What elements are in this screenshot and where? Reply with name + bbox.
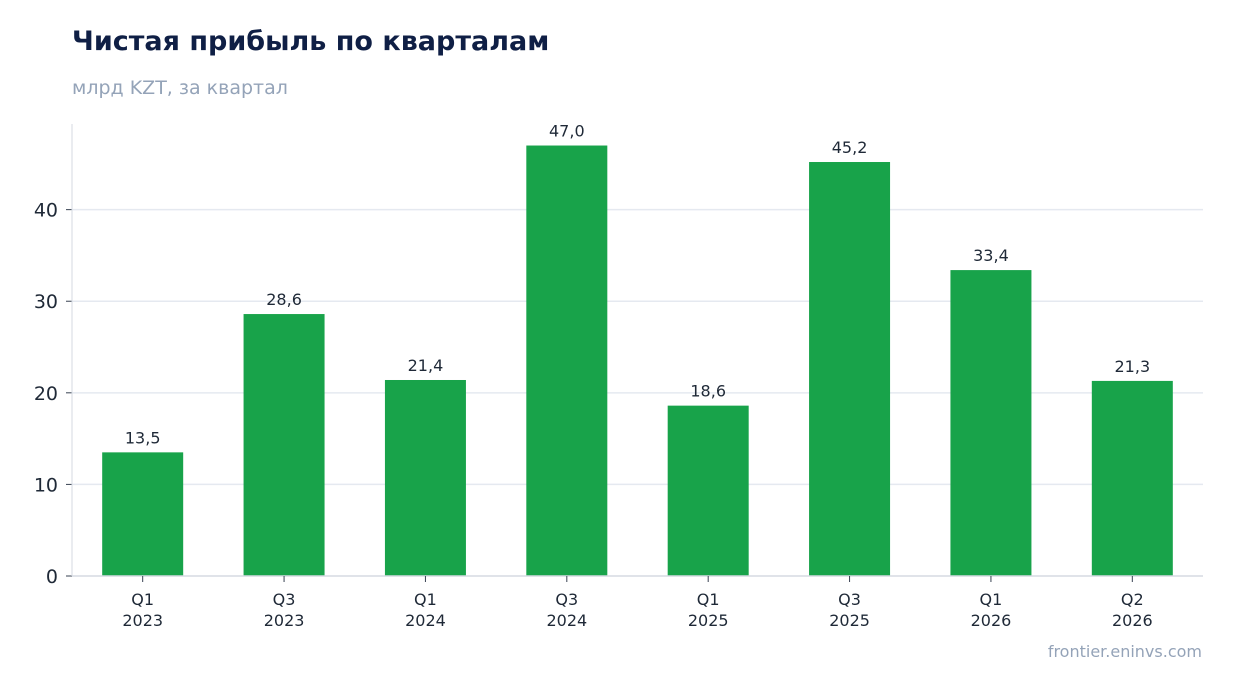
bar-5 (809, 162, 891, 576)
bar-value-label: 13,5 (125, 428, 161, 447)
x-tick-quarter: Q3 (838, 590, 861, 609)
x-tick-year: 2026 (971, 611, 1012, 630)
axes: 0 10 20 30 40 (34, 124, 1203, 588)
x-tick-quarter: Q1 (414, 590, 437, 609)
x-tick-quarter: Q2 (1121, 590, 1144, 609)
labels: 13,5 Q1 2023 28,6 Q3 2023 21,4 Q1 2024 47,0 Q3 2024… (122, 122, 1152, 630)
bar-3 (526, 145, 608, 576)
y-tick-label: 20 (34, 383, 58, 405)
x-tick-year: 2024 (546, 611, 587, 630)
x-tick-year: 2024 (405, 611, 446, 630)
x-tick-quarter: Q3 (555, 590, 578, 609)
bar-0 (102, 452, 184, 576)
bar-value-label: 21,4 (408, 356, 444, 375)
bar-2 (384, 379, 466, 576)
bar-6 (950, 270, 1032, 576)
bar-4 (667, 405, 749, 576)
y-tick-label: 10 (34, 474, 58, 496)
x-tick-quarter: Q1 (131, 590, 154, 609)
bar-1 (243, 314, 325, 576)
bar-value-label: 45,2 (832, 138, 868, 157)
y-tick-label: 30 (34, 291, 58, 313)
source-credit: frontier.eninvs.com (1047, 642, 1202, 661)
x-tick-year: 2025 (688, 611, 729, 630)
chart-title: Чистая прибыль по кварталам (72, 26, 550, 57)
bar-value-label: 18,6 (690, 382, 726, 401)
bar-value-label: 21,3 (1115, 357, 1151, 376)
bar-value-label: 47,0 (549, 122, 585, 141)
x-tick-quarter: Q1 (697, 590, 720, 609)
bar-value-label: 33,4 (973, 246, 1009, 265)
x-tick-quarter: Q1 (980, 590, 1003, 609)
y-tick-label: 40 (34, 200, 58, 222)
x-tick-year: 2025 (829, 611, 870, 630)
x-tick-year: 2026 (1112, 611, 1153, 630)
x-tick-year: 2023 (264, 611, 305, 630)
bars (102, 145, 1173, 576)
x-tick-quarter: Q3 (273, 590, 296, 609)
y-tick-label: 0 (46, 566, 58, 588)
bar-value-label: 28,6 (266, 290, 302, 309)
x-tick-year: 2023 (122, 611, 163, 630)
bar-7 (1091, 380, 1173, 576)
grid-lines (72, 208, 1203, 486)
chart-subtitle: млрд KZT, за квартал (72, 77, 288, 99)
